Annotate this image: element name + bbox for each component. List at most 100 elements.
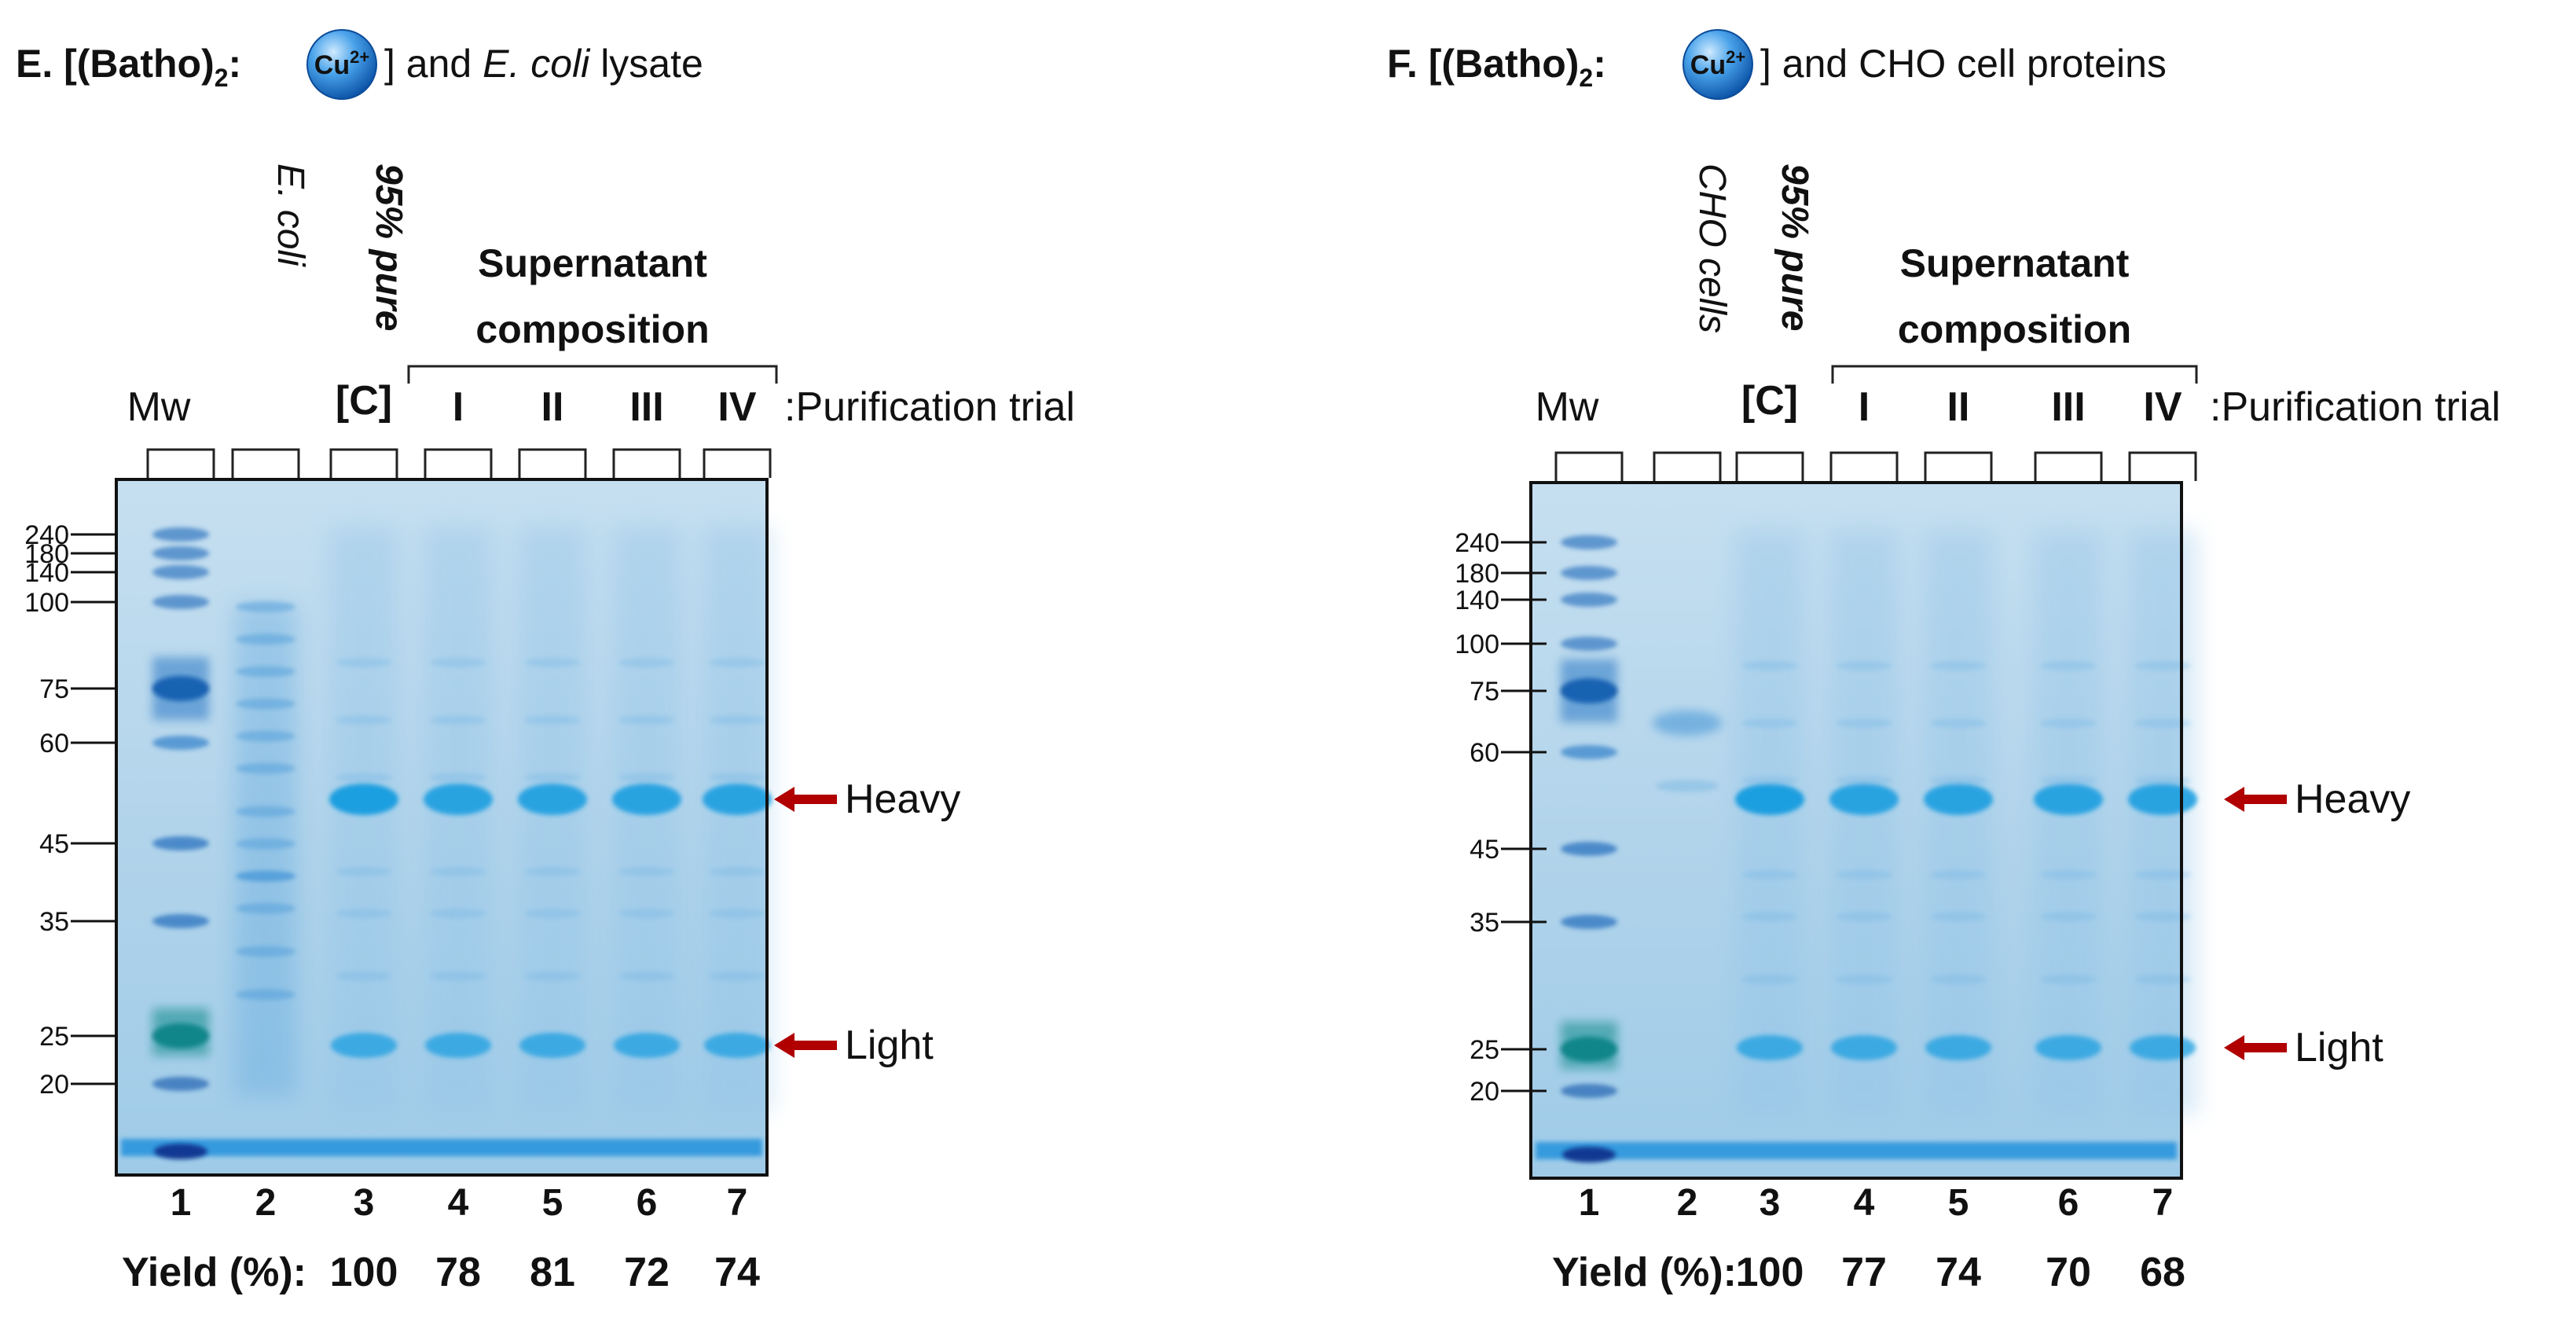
heavy-chain-band: [1924, 784, 1993, 815]
lane-label-mw: Mw: [1536, 384, 1599, 430]
ladder-band: [1561, 915, 1617, 929]
light-chain-band: [704, 1033, 770, 1058]
minor-band: [1930, 776, 1987, 786]
light-chain-band: [1831, 1035, 1897, 1060]
minor-band: [1836, 912, 1892, 922]
trial-label-i: I: [453, 384, 464, 430]
dye-front-mw: [1562, 1147, 1616, 1162]
gel-image: [1531, 483, 2197, 1178]
lane-number: 7: [2152, 1182, 2174, 1224]
minor-band: [2134, 870, 2191, 879]
yield-label: Yield (%):: [1552, 1250, 1737, 1295]
sample-band: [1656, 780, 1719, 792]
heavy-chain-band: [2128, 784, 2197, 815]
arrow-label-light: Light: [2295, 1025, 2383, 1070]
minor-band: [336, 867, 392, 876]
sample-band: [1653, 711, 1722, 736]
mw-marker-label: 100: [24, 588, 69, 618]
trial-caption: :Purification trial: [784, 384, 1075, 430]
minor-band: [2040, 975, 2097, 984]
lane-smear: [518, 527, 587, 1112]
minor-band: [2040, 912, 2097, 922]
minor-band: [524, 773, 581, 783]
lane-number: 6: [2058, 1182, 2079, 1224]
arrow-heavy-icon: [2224, 787, 2287, 812]
minor-band: [1930, 870, 1987, 879]
trial-label-i: I: [1859, 384, 1870, 430]
minor-band: [709, 658, 765, 667]
panel-e: E. [(Batho)2: Cu2+] and E. coli lysateE. …: [16, 29, 1075, 1295]
lane-label-pure: 95% pure: [1774, 163, 1815, 331]
ladder-band: [152, 1077, 209, 1091]
yield-value: 81: [530, 1250, 575, 1295]
ion-label: Cu2+: [314, 47, 369, 80]
gel-image: [116, 479, 772, 1175]
ladder-band: [152, 546, 209, 560]
arrow-heavy-icon: [774, 787, 837, 812]
mw-marker-label: 75: [39, 674, 69, 704]
minor-band: [336, 658, 392, 667]
minor-band: [1741, 661, 1798, 670]
title-subscript: 2: [1579, 64, 1593, 92]
minor-band: [336, 909, 392, 919]
lane-smear: [1829, 530, 1899, 1115]
title-colon: :: [1593, 42, 1606, 86]
dye-front-mw: [154, 1144, 207, 1159]
lane-label-pure: 95% pure: [368, 163, 409, 331]
minor-band: [524, 715, 581, 725]
minor-band: [709, 715, 765, 725]
minor-band: [336, 773, 392, 783]
ion-charge: 2+: [1726, 47, 1745, 67]
dye-front: [1536, 1142, 2177, 1159]
title-and: and CHO cell proteins: [1782, 42, 2167, 86]
ladder-band: [152, 527, 209, 542]
mw-marker-label: 20: [1470, 1077, 1499, 1107]
well-bracket: [231, 448, 300, 478]
mw-marker-label: 140: [24, 558, 69, 588]
mw-marker-label: 45: [1470, 835, 1499, 865]
minor-band: [430, 658, 486, 667]
minor-band: [2134, 912, 2191, 922]
minor-band: [709, 773, 765, 783]
minor-band: [336, 715, 392, 725]
lane-smear: [2128, 530, 2197, 1115]
mw-marker-label: 100: [1455, 630, 1499, 659]
ladder-band: [152, 595, 209, 609]
mw-marker-label: 240: [1455, 528, 1499, 558]
ladder-band: [152, 736, 209, 750]
minor-band: [336, 971, 392, 981]
well-bracket: [1829, 451, 1899, 481]
title-close: ]: [384, 42, 406, 86]
arrow-label-heavy: Heavy: [2295, 777, 2410, 822]
title-close: ]: [1760, 42, 1782, 86]
minor-band: [709, 971, 765, 981]
minor-band: [430, 773, 486, 783]
minor-band: [618, 971, 675, 981]
heavy-chain-band: [703, 784, 772, 815]
mw-marker-label: 240: [24, 520, 69, 550]
lane-label-sample: E. coli: [270, 163, 311, 267]
minor-band: [2134, 776, 2191, 786]
ladder-band: [1561, 637, 1617, 651]
ladder-band: [1561, 745, 1617, 759]
mw-marker-label: 140: [1455, 586, 1499, 615]
ion-label: Cu2+: [1690, 47, 1745, 80]
yield-value: 100: [1736, 1250, 1804, 1295]
light-chain-band: [2130, 1035, 2196, 1060]
minor-band: [618, 658, 675, 667]
title-suffix: lysate: [589, 42, 703, 86]
heavy-chain-band: [518, 784, 587, 815]
minor-band: [524, 658, 581, 667]
title-rest: ] and E. coli lysate: [384, 42, 703, 86]
yield-value: 78: [435, 1250, 481, 1295]
ion-symbol: Cu: [314, 50, 350, 80]
minor-band: [1836, 776, 1892, 786]
minor-band: [524, 971, 581, 981]
well-bracket: [424, 448, 493, 478]
ladder-band: [152, 914, 209, 928]
heavy-chain-band: [2034, 784, 2103, 815]
minor-band: [1930, 975, 1987, 984]
ladder-band: [152, 565, 209, 579]
trial-label-ii: II: [1947, 384, 1970, 430]
cu-ion-icon: [306, 29, 377, 100]
